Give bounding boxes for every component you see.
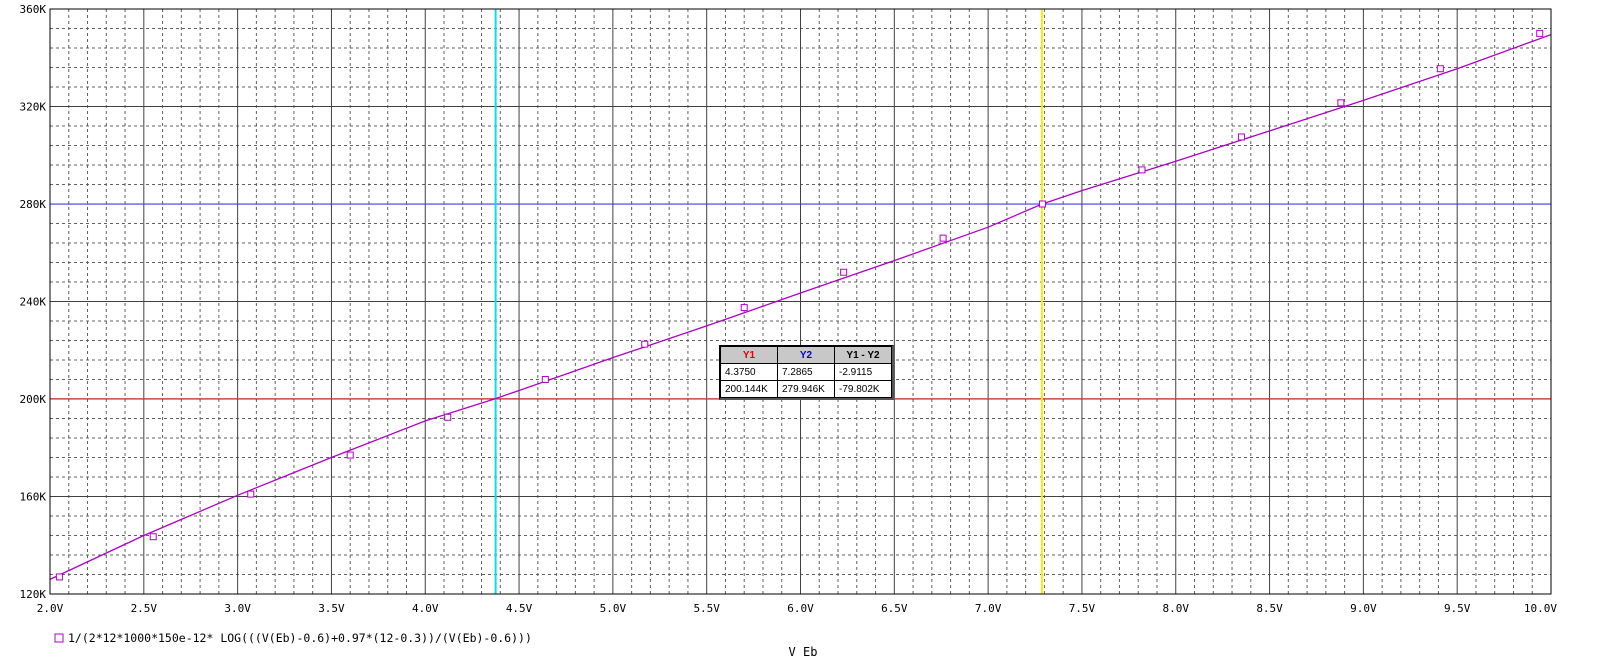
- x-tick-label: 9.5V: [1444, 602, 1471, 615]
- x-tick-label: 5.0V: [600, 602, 627, 615]
- trace-markers: [55, 29, 1544, 581]
- legend[interactable]: 1/(2*12*1000*150e-12* LOG(((V(Eb)-0.6)+0…: [54, 631, 532, 645]
- y-tick-label: 160K: [20, 491, 47, 504]
- x-tick-label: 2.0V: [37, 602, 64, 615]
- x-tick-label: 4.5V: [506, 602, 533, 615]
- trace-marker: [444, 413, 452, 421]
- x-tick-label: 9.0V: [1350, 602, 1377, 615]
- trace-marker: [247, 490, 255, 498]
- trace-marker: [1436, 65, 1444, 73]
- x-tick-label: 10.0V: [1524, 602, 1557, 615]
- x-tick-label: 8.5V: [1256, 602, 1283, 615]
- plot-frame: [49, 8, 1552, 595]
- x-tick-label: 3.0V: [224, 602, 251, 615]
- x-axis-label: V_Eb: [789, 645, 818, 658]
- cursor-y2-value: 279.946K: [777, 380, 835, 398]
- cursor-y1-value: 200.144K: [720, 380, 778, 398]
- trace-marker: [840, 268, 848, 276]
- trace-marker: [1039, 200, 1047, 208]
- trace-marker: [939, 234, 947, 242]
- cursor-x2-value: 7.2865: [777, 363, 835, 381]
- x-tick-label: 8.0V: [1163, 602, 1190, 615]
- trace-marker: [740, 304, 748, 312]
- cursor-y-diff-value: -79.802K: [834, 380, 892, 398]
- cursor-header-diff: Y1 - Y2: [834, 346, 892, 364]
- y-axis-ticks: 120K 160K 200K 240K 280K 320K 360K: [20, 3, 47, 601]
- x-tick-label: 6.0V: [787, 602, 814, 615]
- trace-marker: [346, 451, 354, 459]
- y-tick-label: 200K: [20, 393, 47, 406]
- cursor-header-y1: Y1: [720, 346, 778, 364]
- trace-legend-label[interactable]: 1/(2*12*1000*150e-12* LOG(((V(Eb)-0.6)+0…: [68, 631, 532, 645]
- x-axis-ticks: 2.0V 2.5V 3.0V 3.5V 4.0V 4.5V 5.0V 5.5V 6.0V 6.5V…: [37, 602, 1558, 615]
- trace-marker: [55, 573, 63, 581]
- y-tick-label: 240K: [20, 296, 47, 309]
- cursor-x1-value: 4.3750: [720, 363, 778, 381]
- trace-line[interactable]: [49, 33, 1552, 580]
- y-tick-label: 320K: [20, 101, 47, 114]
- y-tick-label: 280K: [20, 198, 47, 211]
- x-tick-label: 3.5V: [318, 602, 345, 615]
- x-tick-label: 4.0V: [412, 602, 439, 615]
- trace-marker: [1536, 29, 1544, 37]
- trace-marker: [541, 376, 549, 383]
- x-tick-label: 6.5V: [881, 602, 908, 615]
- grid-lines: [49, 8, 1552, 595]
- y-tick-label: 120K: [20, 588, 47, 601]
- trace-marker: [1138, 166, 1146, 174]
- trace-polyline[interactable]: [49, 33, 1552, 580]
- cursor-header-y2: Y2: [777, 346, 835, 364]
- trace-marker: [149, 533, 157, 541]
- x-tick-label: 7.5V: [1069, 602, 1096, 615]
- trace-marker: [1237, 133, 1245, 141]
- cursor-readout-table[interactable]: Y1 Y2 Y1 - Y2 4.3750 7.2865 -2.9115 200.…: [719, 345, 894, 400]
- x-tick-label: 7.0V: [975, 602, 1002, 615]
- y-tick-label: 360K: [20, 3, 47, 16]
- trace-marker: [1337, 99, 1345, 107]
- trace-marker: [641, 340, 649, 348]
- x-tick-label: 5.5V: [693, 602, 720, 615]
- trace-legend-marker: [54, 633, 64, 643]
- x-tick-label: 2.5V: [131, 602, 158, 615]
- cursor-x-diff-value: -2.9115: [834, 363, 892, 381]
- cursor-vertical-lines[interactable]: [494, 9, 1043, 594]
